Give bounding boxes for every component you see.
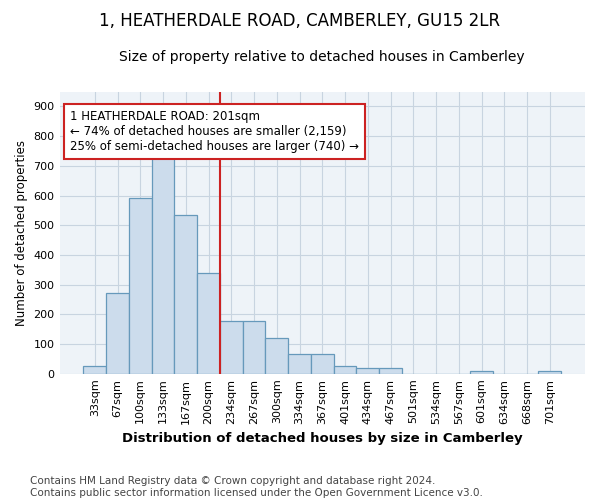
Bar [288, 354, 311, 374]
Bar [538, 372, 561, 374]
Bar [220, 321, 242, 374]
Bar [106, 293, 129, 374]
Y-axis label: Number of detached properties: Number of detached properties [15, 140, 28, 326]
Bar [470, 372, 493, 374]
Bar [152, 154, 175, 374]
Text: Contains HM Land Registry data © Crown copyright and database right 2024.
Contai: Contains HM Land Registry data © Crown c… [30, 476, 483, 498]
X-axis label: Distribution of detached houses by size in Camberley: Distribution of detached houses by size … [122, 432, 523, 445]
Bar [356, 368, 379, 374]
Bar [311, 354, 334, 374]
Title: Size of property relative to detached houses in Camberley: Size of property relative to detached ho… [119, 50, 525, 64]
Bar [334, 366, 356, 374]
Bar [265, 338, 288, 374]
Bar [379, 368, 402, 374]
Text: 1, HEATHERDALE ROAD, CAMBERLEY, GU15 2LR: 1, HEATHERDALE ROAD, CAMBERLEY, GU15 2LR [100, 12, 500, 30]
Bar [83, 366, 106, 374]
Bar [175, 215, 197, 374]
Bar [242, 321, 265, 374]
Bar [197, 274, 220, 374]
Text: 1 HEATHERDALE ROAD: 201sqm
← 74% of detached houses are smaller (2,159)
25% of s: 1 HEATHERDALE ROAD: 201sqm ← 74% of deta… [70, 110, 359, 153]
Bar [129, 198, 152, 374]
